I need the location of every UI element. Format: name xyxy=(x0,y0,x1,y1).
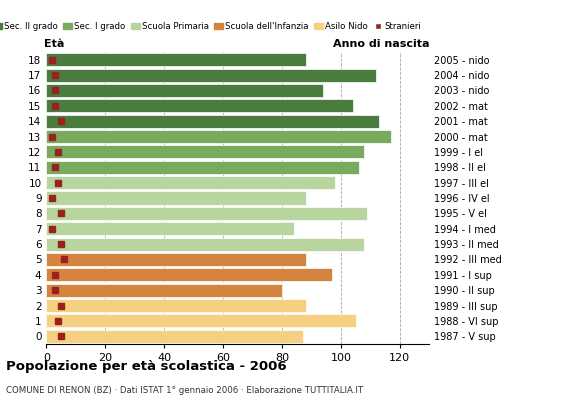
Bar xyxy=(46,284,282,297)
Text: Età: Età xyxy=(45,39,65,49)
Bar xyxy=(46,192,306,204)
Bar xyxy=(46,84,323,97)
Legend: Sec. II grado, Sec. I grado, Scuola Primaria, Scuola dell'Infanzia, Asilo Nido, : Sec. II grado, Sec. I grado, Scuola Prim… xyxy=(0,18,425,34)
Bar xyxy=(46,207,367,220)
Bar xyxy=(46,68,376,82)
Bar xyxy=(46,161,358,174)
Text: Popolazione per età scolastica - 2006: Popolazione per età scolastica - 2006 xyxy=(6,360,287,373)
Bar xyxy=(46,253,306,266)
Text: Anno di nascita: Anno di nascita xyxy=(333,39,429,49)
Bar xyxy=(46,145,364,158)
Bar xyxy=(46,130,391,143)
Bar xyxy=(46,99,353,112)
Bar xyxy=(46,53,306,66)
Bar xyxy=(46,222,293,235)
Bar xyxy=(46,299,306,312)
Bar xyxy=(46,314,356,328)
Text: COMUNE DI RENON (BZ) · Dati ISTAT 1° gennaio 2006 · Elaborazione TUTTITALIA.IT: COMUNE DI RENON (BZ) · Dati ISTAT 1° gen… xyxy=(6,386,363,395)
Bar xyxy=(46,238,364,251)
Bar xyxy=(46,268,332,281)
Bar xyxy=(46,330,303,343)
Bar xyxy=(46,115,379,128)
Bar xyxy=(46,176,335,189)
